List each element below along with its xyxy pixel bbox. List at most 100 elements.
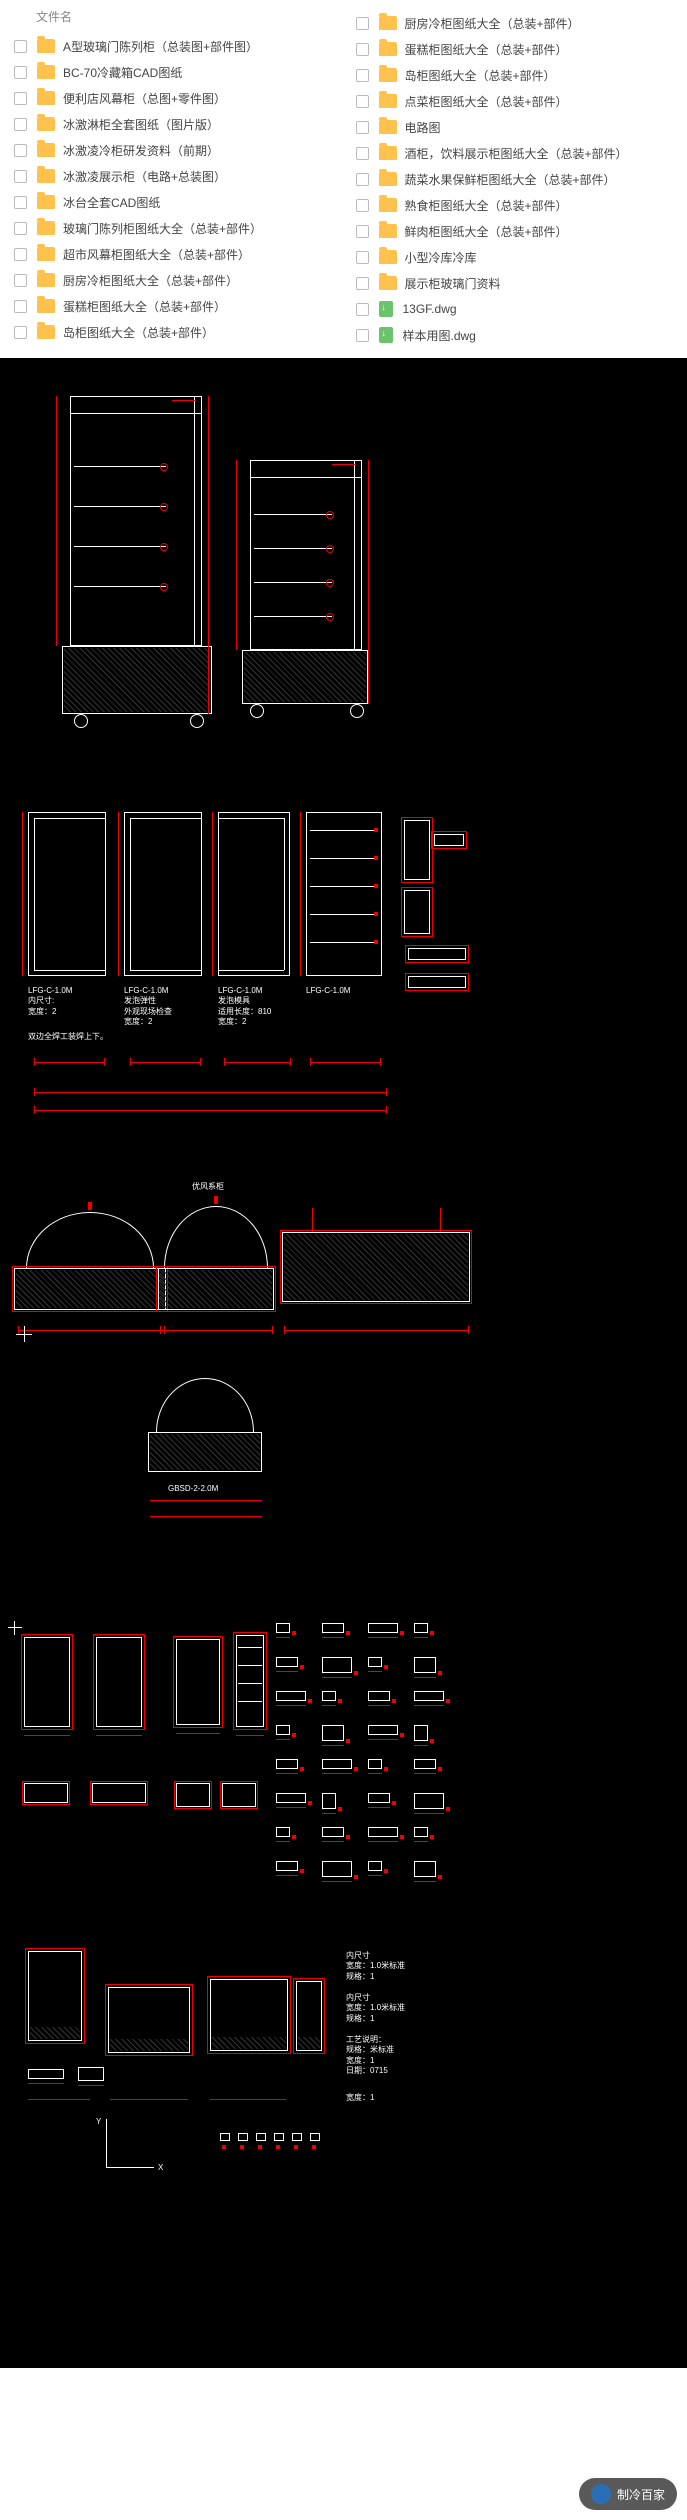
file-checkbox[interactable] [356, 121, 369, 134]
file-name-label: 冰激凌展示柜（电路+总装图） [63, 168, 226, 185]
file-checkbox[interactable] [356, 199, 369, 212]
folder-icon [379, 146, 397, 160]
watermark-avatar-icon [591, 2484, 611, 2504]
cad-drawings-area: LFG-C-1.0M 内尺寸: 宽度：2双边全焊工装焊上下。LFG-C-1.0M… [0, 358, 687, 2368]
file-name-label: 样本用图.dwg [403, 327, 476, 344]
cad-section-2: LFG-C-1.0M 内尺寸: 宽度：2双边全焊工装焊上下。LFG-C-1.0M… [0, 790, 687, 1176]
file-name-label: BC-70冷藏箱CAD图纸 [63, 64, 182, 81]
file-icon [379, 327, 393, 343]
file-row[interactable]: 电路图 [350, 114, 687, 140]
folder-icon [379, 198, 397, 212]
file-row[interactable]: 便利店风幕柜（总图+零件图） [8, 85, 346, 111]
column-header: 文件名 [8, 4, 346, 33]
file-row[interactable]: 蛋糕柜图纸大全（总装+部件） [8, 293, 346, 319]
panel-outline [28, 812, 106, 976]
file-checkbox[interactable] [14, 118, 27, 131]
file-name-label: 厨房冷柜图纸大全（总装+部件） [63, 272, 238, 289]
file-checkbox[interactable] [356, 147, 369, 160]
file-name-label: 冰台全套CAD图纸 [63, 194, 160, 211]
file-column-right: 厨房冷柜图纸大全（总装+部件） 蛋糕柜图纸大全（总装+部件） 岛柜图纸大全（总装+部… [346, 4, 687, 348]
folder-icon [379, 172, 397, 186]
file-row[interactable]: 13GF.dwg [350, 296, 687, 322]
file-checkbox[interactable] [356, 17, 369, 30]
file-name-label: 酒柜，饮料展示柜图纸大全（总装+部件） [405, 145, 628, 162]
file-checkbox[interactable] [356, 173, 369, 186]
file-row[interactable]: 熟食柜图纸大全（总装+部件） [350, 192, 687, 218]
folder-icon [37, 299, 55, 313]
file-checkbox[interactable] [356, 329, 369, 342]
file-row[interactable]: 厨房冷柜图纸大全（总装+部件） [8, 267, 346, 293]
file-name-label: 玻璃门陈列柜图纸大全（总装+部件） [63, 220, 262, 237]
folder-icon [379, 94, 397, 108]
file-checkbox[interactable] [356, 251, 369, 264]
file-row[interactable]: 厨房冷柜图纸大全（总装+部件） [350, 10, 687, 36]
file-checkbox[interactable] [14, 144, 27, 157]
file-row[interactable]: 小型冷库冷库 [350, 244, 687, 270]
cabinet-outline [70, 396, 202, 646]
file-row[interactable]: 点菜柜图纸大全（总装+部件） [350, 88, 687, 114]
file-name-label: 冰激凌冷柜研发资料（前期） [63, 142, 219, 159]
folder-icon [37, 221, 55, 235]
file-checkbox[interactable] [356, 69, 369, 82]
folder-icon [379, 16, 397, 30]
file-name-label: A型玻璃门陈列柜（总装图+部件图） [63, 38, 258, 55]
file-checkbox[interactable] [14, 196, 27, 209]
folder-icon [379, 68, 397, 82]
file-row[interactable]: 岛柜图纸大全（总装+部件） [8, 319, 346, 345]
file-row[interactable]: 样本用图.dwg [350, 322, 687, 348]
file-row[interactable]: 蔬菜水果保鲜柜图纸大全（总装+部件） [350, 166, 687, 192]
file-name-label: 电路图 [405, 119, 441, 136]
cad-section-3: 优风系柜GBSD-2-2.0M [0, 1176, 687, 1613]
file-checkbox[interactable] [14, 92, 27, 105]
file-name-label: 展示柜玻璃门资料 [405, 275, 501, 292]
file-row[interactable]: 冰台全套CAD图纸 [8, 189, 346, 215]
file-name-label: 岛柜图纸大全（总装+部件） [405, 67, 556, 84]
file-checkbox[interactable] [356, 225, 369, 238]
file-name-label: 便利店风幕柜（总图+零件图） [63, 90, 226, 107]
cad-section-5: YX内尺寸 宽度：1.0米标准 规格：1内尺寸 宽度：1.0米标准 规格：1工艺… [0, 1933, 687, 2368]
file-checkbox[interactable] [356, 277, 369, 290]
panel-outline [306, 812, 382, 976]
file-checkbox[interactable] [14, 274, 27, 287]
file-checkbox[interactable] [14, 300, 27, 313]
watermark-badge[interactable]: 制冷百家 [579, 2478, 677, 2510]
file-checkbox[interactable] [14, 248, 27, 261]
file-row[interactable]: 玻璃门陈列柜图纸大全（总装+部件） [8, 215, 346, 241]
folder-icon [37, 91, 55, 105]
folder-icon [379, 250, 397, 264]
file-rows-left: A型玻璃门陈列柜（总装图+部件图） BC-70冷藏箱CAD图纸便利店风幕柜（总图+… [8, 33, 346, 345]
file-name-label: 冰激淋柜全套图纸（图片版） [63, 116, 219, 133]
file-row[interactable]: 酒柜，饮料展示柜图纸大全（总装+部件） [350, 140, 687, 166]
file-checkbox[interactable] [356, 43, 369, 56]
file-name-label: 熟食柜图纸大全（总装+部件） [405, 197, 568, 214]
file-row[interactable]: 超市风幕柜图纸大全（总装+部件） [8, 241, 346, 267]
folder-icon [37, 247, 55, 261]
file-checkbox[interactable] [14, 170, 27, 183]
file-checkbox[interactable] [14, 66, 27, 79]
file-row[interactable]: A型玻璃门陈列柜（总装图+部件图） [8, 33, 346, 59]
file-checkbox[interactable] [356, 95, 369, 108]
file-row[interactable]: 岛柜图纸大全（总装+部件） [350, 62, 687, 88]
file-checkbox[interactable] [14, 40, 27, 53]
folder-icon [379, 276, 397, 290]
folder-icon [37, 273, 55, 287]
file-checkbox[interactable] [14, 326, 27, 339]
file-name-label: 蛋糕柜图纸大全（总装+部件） [405, 41, 568, 58]
file-row[interactable]: 冰激凌冷柜研发资料（前期） [8, 137, 346, 163]
file-checkbox[interactable] [356, 303, 369, 316]
file-name-label: 13GF.dwg [403, 302, 457, 316]
folder-icon [379, 224, 397, 238]
file-name-label: 蛋糕柜图纸大全（总装+部件） [63, 298, 226, 315]
file-row[interactable]: 蛋糕柜图纸大全（总装+部件） [350, 36, 687, 62]
file-checkbox[interactable] [14, 222, 27, 235]
panel-outline [218, 812, 290, 976]
file-row[interactable]: 冰激凌展示柜（电路+总装图） [8, 163, 346, 189]
file-row[interactable]: 鲜肉柜图纸大全（总装+部件） [350, 218, 687, 244]
file-row[interactable]: 展示柜玻璃门资料 [350, 270, 687, 296]
file-name-label: 点菜柜图纸大全（总装+部件） [405, 93, 568, 110]
file-row[interactable]: BC-70冷藏箱CAD图纸 [8, 59, 346, 85]
file-row[interactable]: 冰激淋柜全套图纸（图片版） [8, 111, 346, 137]
file-rows-right: 厨房冷柜图纸大全（总装+部件） 蛋糕柜图纸大全（总装+部件） 岛柜图纸大全（总装+部… [350, 10, 687, 348]
file-name-label: 厨房冷柜图纸大全（总装+部件） [405, 15, 580, 32]
folder-icon [37, 65, 55, 79]
